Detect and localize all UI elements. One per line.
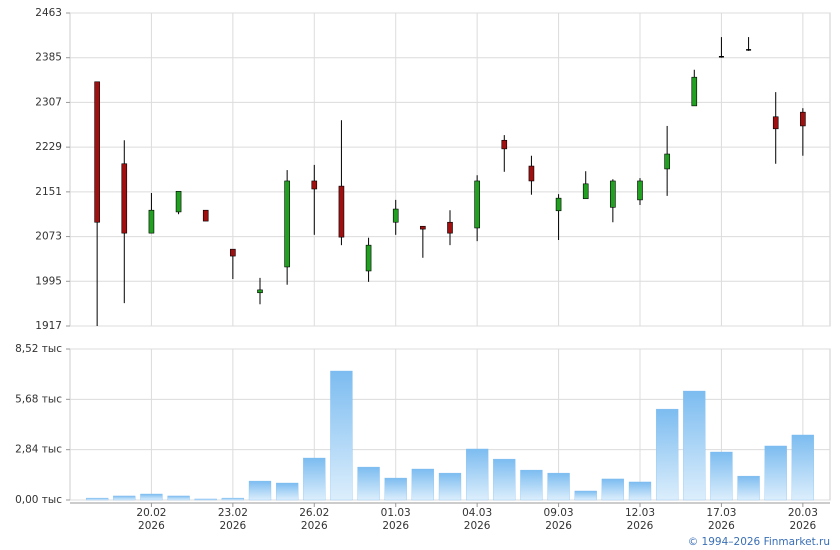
y-tick-label: 2385 <box>35 52 62 64</box>
volume-bar <box>140 493 163 501</box>
volume-bar <box>221 497 245 501</box>
volume-bar <box>547 472 570 501</box>
candle-body <box>501 139 508 150</box>
candle-body <box>121 163 128 234</box>
x-tick-label: 17.03 <box>706 507 736 519</box>
candle-body <box>175 190 182 213</box>
candle-body <box>447 221 453 234</box>
candle-body <box>637 180 643 201</box>
volume-bar <box>275 482 299 501</box>
volume-bar <box>520 469 543 501</box>
volume-bar <box>574 490 597 501</box>
x-tick-label: 09.03 <box>544 507 574 519</box>
y-tick-label: 2,84 тыс <box>15 444 62 456</box>
candle-body <box>284 180 290 268</box>
volume-bar <box>357 466 380 501</box>
volume-bar <box>85 497 109 501</box>
y-tick-label: 2073 <box>35 231 62 243</box>
x-tick-year: 2026 <box>545 520 572 532</box>
candle-body <box>582 183 589 200</box>
y-tick-label: 8,52 тыс <box>15 343 62 355</box>
volume-bar <box>683 390 706 501</box>
x-tick-label: 20.02 <box>136 507 166 519</box>
x-tick-year: 2026 <box>708 520 735 532</box>
candle-body <box>800 111 806 127</box>
candle-body <box>392 208 399 223</box>
y-tick-label: 1995 <box>35 275 62 287</box>
volume-bar <box>465 448 489 501</box>
y-tick-label: 2463 <box>35 7 62 19</box>
y-tick-label: 2229 <box>35 141 62 153</box>
x-tick-year: 2026 <box>219 520 246 532</box>
volume-bar <box>330 370 353 501</box>
candle-body <box>230 248 236 257</box>
x-tick-label: 26.02 <box>299 507 329 519</box>
candle-body <box>555 197 562 212</box>
x-tick-label: 23.02 <box>218 507 248 519</box>
x-tick-year: 2026 <box>464 520 491 532</box>
candle-body <box>474 180 480 229</box>
candle-body <box>202 209 209 222</box>
candle-body <box>420 225 426 230</box>
y-tick-label: 2307 <box>35 96 62 108</box>
volume-bar <box>791 434 815 501</box>
candle-body <box>528 165 535 182</box>
volume-bar <box>194 498 217 501</box>
x-tick-year: 2026 <box>789 520 816 532</box>
candle-body <box>772 116 779 130</box>
y-tick-label: 0,00 тыс <box>15 494 62 506</box>
candle-body <box>311 180 318 190</box>
volume-bar <box>438 472 462 501</box>
volume-bar <box>411 468 435 501</box>
candle-body <box>746 49 752 51</box>
volume-bar <box>628 481 652 501</box>
x-tick-year: 2026 <box>138 520 165 532</box>
volume-bar <box>655 408 679 501</box>
y-tick-label: 5,68 тыс <box>15 393 62 405</box>
candle-body <box>664 153 670 170</box>
x-tick-label: 04.03 <box>462 507 492 519</box>
volume-bar <box>167 495 190 501</box>
x-tick-year: 2026 <box>382 520 409 532</box>
volume-bar <box>113 495 136 501</box>
candle-body <box>148 209 155 234</box>
volume-bar <box>764 445 787 501</box>
volume-bar <box>493 458 516 501</box>
candle-body <box>691 76 698 107</box>
volume-bar <box>303 457 326 501</box>
candle-body <box>718 55 724 58</box>
volume-bar <box>710 451 733 501</box>
candle-body <box>610 180 616 208</box>
x-tick-year: 2026 <box>301 520 328 532</box>
footer: © 1994–2026 Finmarket.ru <box>688 536 830 548</box>
candle-body <box>365 244 372 272</box>
volume-bar <box>601 478 625 501</box>
y-tick-label: 1917 <box>35 320 62 332</box>
volume-bar <box>384 477 407 501</box>
candle-body <box>94 81 100 223</box>
volume-bar <box>248 480 272 501</box>
candle-body <box>338 185 345 238</box>
candle-body <box>257 289 263 294</box>
x-tick-label: 01.03 <box>381 507 411 519</box>
y-tick-label: 2151 <box>35 186 62 198</box>
x-tick-year: 2026 <box>627 520 654 532</box>
x-tick-label: 20.03 <box>788 507 818 519</box>
x-tick-label: 12.03 <box>625 507 655 519</box>
price-frame <box>69 12 831 327</box>
volume-bar <box>737 475 760 501</box>
